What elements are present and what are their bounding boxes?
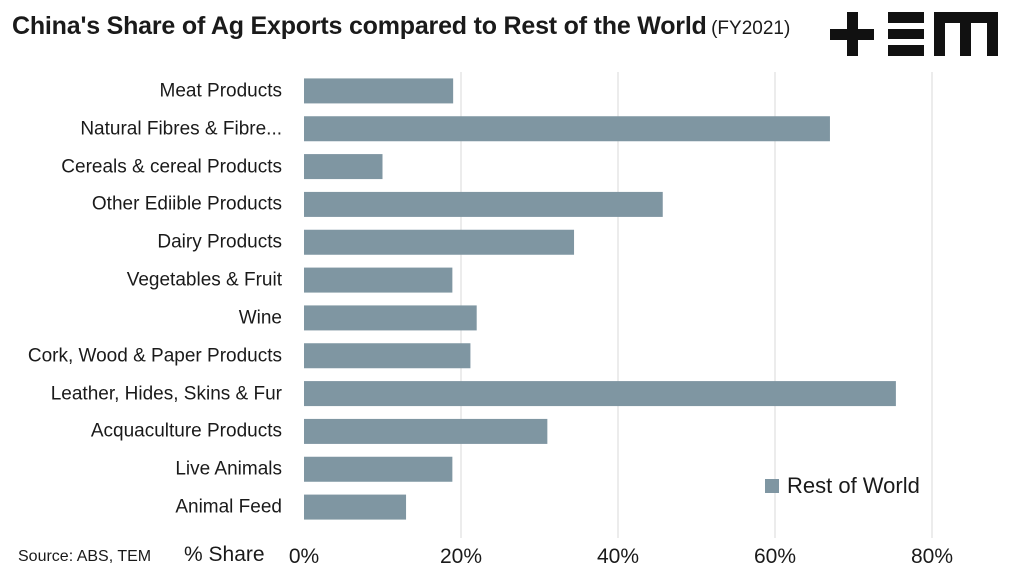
category-label: Cork, Wood & Paper Products bbox=[27, 345, 282, 367]
chart-title-main: China's Share of Ag Exports compared to … bbox=[12, 12, 707, 40]
bar bbox=[304, 305, 477, 331]
x-tick-label: 60% bbox=[753, 545, 797, 568]
bar bbox=[304, 116, 830, 142]
bar bbox=[304, 456, 453, 482]
bar bbox=[304, 154, 383, 180]
category-label: Other Ediible Products bbox=[91, 193, 282, 215]
bar bbox=[304, 418, 548, 444]
legend-swatch bbox=[765, 479, 779, 493]
chart-title-sub: (FY2021) bbox=[711, 18, 791, 39]
category-label: Cereals & cereal Products bbox=[61, 156, 282, 178]
bar bbox=[304, 343, 471, 369]
category-label: Dairy Products bbox=[157, 231, 282, 253]
source-note: Source: ABS, TEM bbox=[18, 548, 152, 565]
x-tick-label: 40% bbox=[596, 545, 640, 568]
legend-label: Rest of World bbox=[787, 473, 920, 498]
bar bbox=[304, 494, 407, 520]
category-label: Meat Products bbox=[159, 80, 283, 102]
chart-title: China's Share of Ag Exports compared to … bbox=[12, 12, 790, 41]
bar bbox=[304, 229, 575, 255]
x-tick-label: 20% bbox=[439, 545, 483, 568]
category-label: Natural Fibres & Fibre... bbox=[80, 118, 282, 140]
category-label: Acquaculture Products bbox=[90, 420, 282, 442]
legend: Rest of World bbox=[765, 473, 920, 499]
category-label: Wine bbox=[238, 307, 282, 329]
category-label: Vegetables & Fruit bbox=[126, 269, 282, 291]
x-tick-label: 0% bbox=[288, 545, 320, 568]
bar bbox=[304, 267, 453, 293]
category-label: Leather, Hides, Skins & Fur bbox=[50, 383, 282, 405]
category-label: Live Animals bbox=[175, 458, 282, 480]
x-tick-label: 80% bbox=[910, 545, 954, 568]
category-label: Animal Feed bbox=[175, 496, 282, 518]
bar bbox=[304, 191, 663, 217]
tem-logo-icon bbox=[830, 12, 998, 56]
x-axis-label: % Share bbox=[184, 543, 265, 566]
bar bbox=[304, 381, 896, 407]
bar bbox=[304, 78, 454, 104]
